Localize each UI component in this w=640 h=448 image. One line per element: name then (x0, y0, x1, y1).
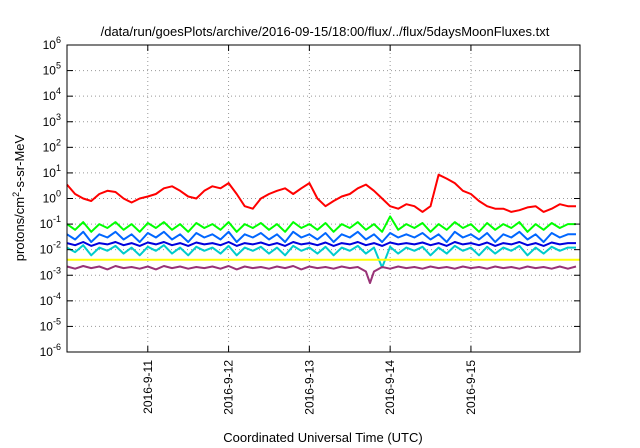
y-tick-label: 10-1 (40, 214, 61, 231)
y-tick-label: 10-2 (40, 240, 61, 257)
x-axis-label: Coordinated Universal Time (UTC) (223, 430, 422, 445)
y-tick-label: 10-6 (40, 342, 61, 359)
x-axis: 2016-9-11 2016-9-12 2016-9-13 2016-9-14 2016… (141, 45, 478, 415)
y-tick-label: 10-5 (40, 316, 61, 333)
series-line (66, 215, 576, 233)
series-line (66, 265, 577, 284)
y-tick-label: 103 (43, 112, 61, 129)
series-line (66, 230, 576, 243)
y-tick-label: 10-3 (40, 265, 61, 282)
x-tick-label: 2016-9-13 (302, 360, 316, 415)
y-tick-label: 105 (43, 61, 61, 78)
x-tick-label: 2016-9-15 (464, 360, 478, 415)
y-tick-label: 102 (43, 137, 61, 154)
series-line (66, 173, 576, 213)
series-line (66, 241, 576, 247)
series-line (66, 244, 576, 269)
y-axis-label: protons/cm2-s-sr-MeV (11, 134, 27, 261)
y-tick-label: 100 (43, 189, 61, 206)
y-axis: 10-6 10-5 10-4 10-3 10-2 10-1 100 101 102 103 104 1… (40, 35, 580, 359)
y-tick-label: 101 (43, 163, 61, 180)
x-tick-label: 2016-9-12 (222, 360, 236, 415)
y-tick-label: 106 (43, 35, 61, 52)
grid (67, 45, 580, 352)
x-tick-label: 2016-9-11 (141, 360, 155, 414)
chart-title: /data/run/goesPlots/archive/2016-09-15/1… (101, 24, 550, 39)
plot-area (66, 173, 580, 284)
y-tick-label: 10-4 (40, 291, 61, 308)
y-tick-label: 104 (43, 86, 61, 103)
x-tick-label: 2016-9-14 (383, 360, 397, 415)
